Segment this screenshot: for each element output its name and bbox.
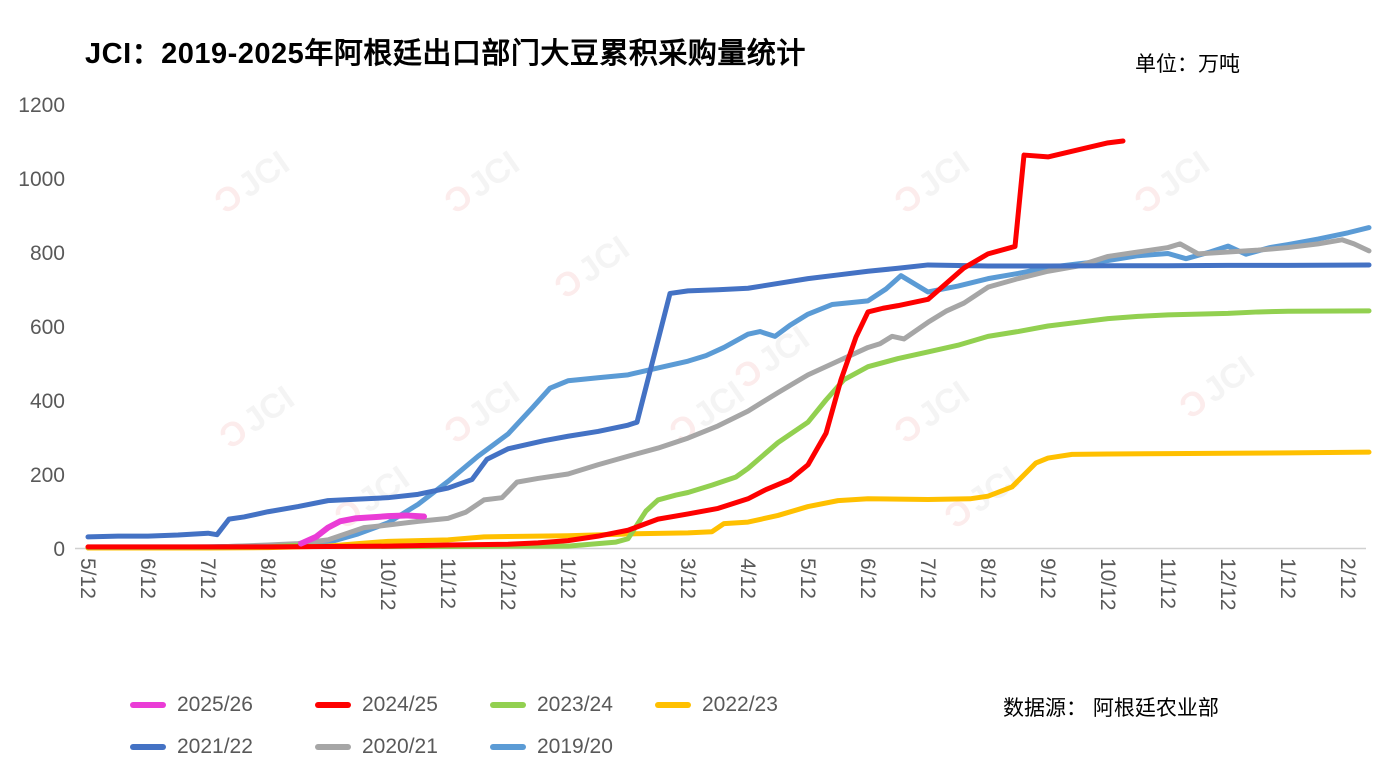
legend-swatch-2022-23 <box>655 702 691 708</box>
x-axis-tick-label: 7/12 <box>916 558 939 599</box>
x-axis-tick-label: 8/12 <box>976 558 999 599</box>
jci-watermark: ƆJCI <box>888 374 977 452</box>
legend-swatch-2023-24 <box>490 702 526 708</box>
jci-watermark: ƆJCI <box>1173 349 1262 427</box>
x-axis-tick-label: 4/12 <box>736 558 759 599</box>
legend-item-2024-25: 2024/25 <box>315 693 438 717</box>
y-axis-tick-label: 200 <box>30 464 65 487</box>
legend-swatch-2024-25 <box>315 702 351 708</box>
legend-swatch-2021-22 <box>130 744 166 750</box>
x-axis-tick-label: 2/12 <box>1336 558 1359 599</box>
legend-label-2024-25: 2024/25 <box>362 693 438 716</box>
line-chart-canvas: ƆJCI ƆJCI ƆJCI ƆJCI ƆJCI ƆJCI ƆJCI ƆJCI ƆJCI ƆJCI… <box>18 94 1372 611</box>
y-axis-tick-label: 400 <box>30 390 65 413</box>
legend-item-2022-23: 2022/23 <box>655 693 778 717</box>
y-axis-tick-label: 600 <box>30 316 65 339</box>
data-source-label: 数据源： 阿根廷农业部 <box>1003 697 1219 720</box>
legend-item-2023-24: 2023/24 <box>490 693 613 717</box>
jci-watermark: ƆJCI <box>548 229 637 307</box>
legend-label-2021-22: 2021/22 <box>177 735 253 758</box>
x-axis-tick-label: 3/12 <box>676 558 699 599</box>
y-axis-tick-label: 1000 <box>18 168 65 191</box>
legend-item-2025-26: 2025/26 <box>130 693 253 717</box>
x-axis-tick-label: 5/12 <box>796 558 819 599</box>
x-axis-tick-label: 11/12 <box>1156 558 1179 609</box>
x-axis-tick-label: 1/12 <box>556 558 579 599</box>
legend-label-2025-26: 2025/26 <box>177 693 253 716</box>
legend-swatch-2025-26 <box>130 702 166 708</box>
series-line-2025-26 <box>298 512 427 547</box>
unit-label: 单位：万吨 <box>1135 53 1240 76</box>
legend-swatch-2019-20 <box>490 744 526 750</box>
x-axis-tick-label: 6/12 <box>136 558 159 599</box>
x-axis-tick-label: 11/12 <box>436 558 459 609</box>
legend-swatch-2020-21 <box>315 744 351 750</box>
x-axis-tick-label: 9/12 <box>316 558 339 599</box>
legend-label-2019-20: 2019/20 <box>537 735 613 758</box>
series-line-2020-21 <box>85 237 1372 551</box>
x-axis-tick-label: 12/12 <box>1216 558 1239 611</box>
legend-label-2020-21: 2020/21 <box>362 735 438 758</box>
x-axis-tick-label: 5/12 <box>76 558 99 599</box>
series-line-2022-23 <box>85 449 1372 551</box>
legend-label-2023-24: 2023/24 <box>537 693 613 716</box>
jci-watermark: ƆJCI <box>1128 144 1217 222</box>
jci-watermark: ƆJCI <box>888 144 977 222</box>
chart-title: JCI：2019-2025年阿根廷出口部门大豆累积采购量统计 <box>85 38 806 70</box>
y-axis-tick-label: 800 <box>30 242 65 265</box>
jci-watermark: ƆJCI <box>208 144 297 222</box>
legend-item-2020-21: 2020/21 <box>315 735 438 759</box>
jci-watermark: ƆJCI <box>438 144 527 222</box>
series-line-2021-22 <box>85 262 1372 540</box>
x-axis-tick-label: 1/12 <box>1276 558 1299 599</box>
x-axis-tick-label: 7/12 <box>196 558 219 599</box>
legend-item-2021-22: 2021/22 <box>130 735 253 759</box>
x-axis-tick-label: 10/12 <box>1096 558 1119 611</box>
y-axis-tick-label: 1200 <box>18 94 65 117</box>
series-line-2024-25 <box>85 138 1126 550</box>
x-axis-tick-label: 9/12 <box>1036 558 1059 599</box>
x-axis-tick-label: 2/12 <box>616 558 639 599</box>
jci-watermark: ƆJCI <box>213 379 302 457</box>
legend-label-2022-23: 2022/23 <box>702 693 778 716</box>
legend-item-2019-20: 2019/20 <box>490 735 613 759</box>
jci-watermark: ƆJCI <box>728 319 817 397</box>
x-axis-tick-label: 12/12 <box>496 558 519 611</box>
x-axis-tick-label: 6/12 <box>856 558 879 599</box>
x-axis-tick-label: 8/12 <box>256 558 279 599</box>
y-axis-tick-label: 0 <box>53 538 65 561</box>
jci-watermark: ƆJCI <box>438 374 527 452</box>
x-axis-tick-label: 10/12 <box>376 558 399 611</box>
